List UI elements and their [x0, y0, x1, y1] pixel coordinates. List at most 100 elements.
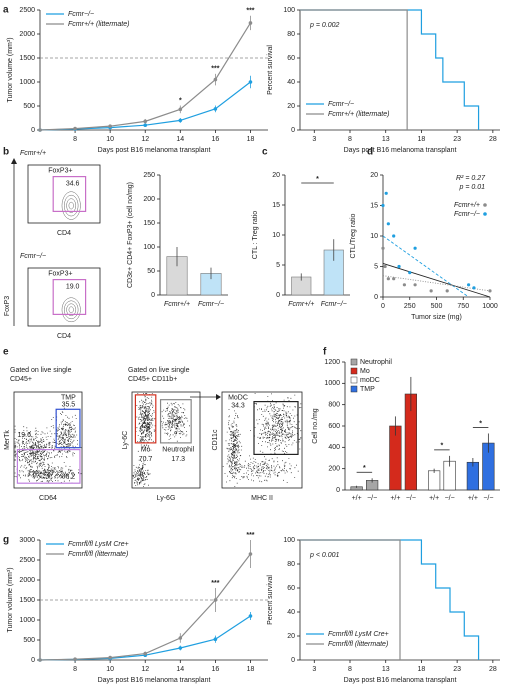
plot-title: Fcmr+/+ — [20, 150, 46, 157]
point — [392, 234, 396, 238]
cell-events — [14, 407, 82, 484]
x-tick-label: 10 — [106, 666, 114, 673]
x-tick-label: 28 — [489, 136, 497, 143]
gate-label: FoxP3+ — [48, 271, 72, 278]
legend-swatch — [350, 367, 358, 375]
x-tick-label: 23 — [453, 136, 461, 143]
point — [467, 283, 471, 287]
x-axis-label: Ly-6G — [157, 495, 176, 502]
x-tick-label: 3 — [312, 136, 316, 143]
significance: *** — [211, 66, 219, 73]
arrow-head — [11, 158, 17, 164]
y-tick-label: 0 — [336, 487, 340, 494]
x-tick-label: Fcmr+/+ — [288, 301, 314, 308]
point — [386, 277, 390, 281]
marker — [108, 655, 112, 660]
point — [413, 246, 417, 250]
x-tick-label: −/− — [483, 495, 493, 502]
x-tick-label: 750 — [457, 303, 469, 310]
x-tick-label: −/− — [406, 495, 416, 502]
y-tick-label: 400 — [328, 444, 340, 451]
y-tick-label: 0 — [374, 294, 378, 301]
point — [386, 222, 390, 226]
y-axis-label: CD3ε+ CD4+ FoxP3+ (cell no/mg) — [127, 182, 134, 288]
y-tick-label: 250 — [143, 172, 155, 179]
x-tick-label: 10 — [106, 136, 114, 143]
x-axis-label: CD4 — [57, 230, 71, 237]
legend-swatch — [350, 385, 358, 393]
legend-label: Fcmr+/+ (littermate) — [68, 21, 129, 28]
y-tick-label: 50 — [147, 268, 155, 275]
point — [408, 271, 412, 275]
x-tick-label: 500 — [431, 303, 443, 310]
survival-curve — [300, 9, 480, 130]
marker — [178, 646, 183, 650]
point — [381, 246, 385, 250]
x-axis-label: Days post B16 melanoma transplant — [98, 677, 211, 684]
survival-curve — [300, 539, 401, 660]
y-tick-label: 600 — [328, 423, 340, 430]
y-tick-label: 0 — [276, 292, 280, 299]
gate-label: MoDC — [228, 395, 248, 402]
fit-line — [382, 275, 491, 292]
gate-label: TMP — [61, 395, 76, 402]
y-axis-label: CTL : Treg ratio — [252, 211, 259, 259]
gate-label: 19.0 — [66, 283, 80, 290]
legend-label: Fcmr−/− — [454, 211, 480, 218]
x-tick-label: 250 — [404, 303, 416, 310]
y-axis-label: CTL/Treg ratio — [350, 213, 357, 258]
gate-label: 34.6 — [66, 180, 80, 187]
y-tick-label: 1000 — [324, 380, 340, 387]
x-tick-label: 12 — [141, 136, 149, 143]
significance: *** — [246, 8, 254, 15]
plot-title: Gated on live single — [128, 367, 190, 374]
marker — [248, 21, 253, 25]
gate — [134, 394, 157, 444]
point — [397, 264, 401, 269]
contour — [66, 303, 77, 317]
contour — [68, 201, 74, 210]
y-tick-label: 1000 — [19, 617, 35, 624]
gate-label: FoxP3+ — [48, 168, 72, 175]
x-tick-label: −/− — [445, 495, 455, 502]
y-axis-label: MerTk — [4, 430, 11, 450]
x-tick-label: 18 — [418, 666, 426, 673]
x-tick-label: 1000 — [482, 303, 498, 310]
y-tick-label: 80 — [287, 561, 295, 568]
y-tick-label: 15 — [370, 202, 378, 209]
gate — [52, 279, 87, 316]
gate-label: 35.5 — [62, 401, 76, 408]
marker — [213, 107, 218, 111]
cell-events — [132, 393, 190, 487]
point — [392, 277, 396, 281]
y-axis-label: Percent survival — [267, 575, 274, 625]
gate-label: 19.6 — [17, 432, 31, 439]
x-axis-label: MHC II — [251, 495, 273, 502]
fit-line — [382, 235, 469, 298]
y-tick-label: 1000 — [19, 79, 35, 86]
legend-swatch — [350, 376, 358, 384]
p-value: p = 0.002 — [309, 22, 339, 29]
y-axis-label: Tumor volume (mm³) — [7, 37, 14, 102]
x-tick-label: 8 — [348, 666, 352, 673]
x-tick-label: Fcmr−/− — [198, 301, 224, 308]
line — [39, 22, 251, 131]
legend-label: Neutrophil — [360, 359, 392, 366]
significance: * — [441, 443, 444, 450]
gate — [159, 399, 192, 444]
x-tick-label: +/+ — [468, 495, 478, 502]
contour — [64, 194, 79, 217]
gate — [55, 408, 81, 449]
y-tick-label: 0 — [291, 127, 295, 134]
x-tick-label: 8 — [73, 666, 77, 673]
x-axis-label: CD64 — [39, 495, 57, 502]
legend-label: TMP — [360, 386, 375, 393]
line — [39, 553, 251, 661]
x-tick-label: 18 — [247, 136, 255, 143]
y-tick-label: 150 — [143, 220, 155, 227]
gate — [253, 401, 299, 456]
gate — [16, 449, 81, 484]
plot-title: Gated on live single — [10, 367, 72, 374]
y-tick-label: 100 — [143, 244, 155, 251]
